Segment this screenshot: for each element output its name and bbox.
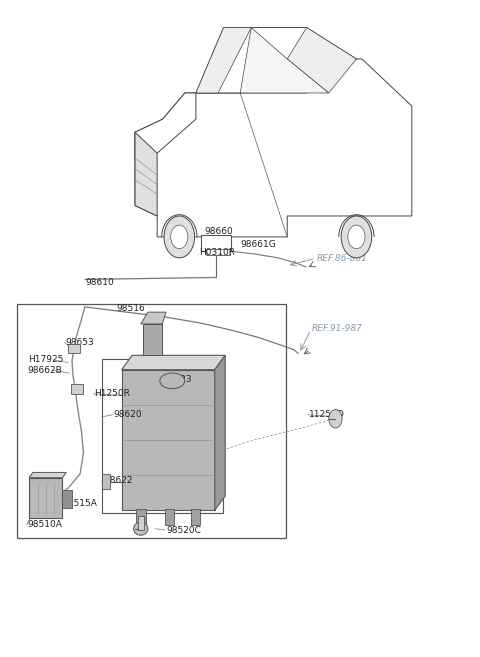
Polygon shape bbox=[215, 355, 225, 510]
Text: REF.86-861: REF.86-861 bbox=[316, 254, 367, 263]
Polygon shape bbox=[29, 478, 62, 518]
Bar bbox=[165, 509, 174, 525]
Polygon shape bbox=[135, 59, 412, 237]
Circle shape bbox=[348, 225, 365, 249]
Polygon shape bbox=[196, 28, 357, 93]
Text: 98622: 98622 bbox=[104, 476, 132, 485]
Bar bbox=[17, 304, 286, 538]
Polygon shape bbox=[135, 132, 157, 216]
Text: H17925: H17925 bbox=[28, 355, 63, 365]
Text: 98610: 98610 bbox=[85, 278, 114, 287]
Bar bbox=[102, 359, 223, 513]
Bar bbox=[62, 490, 72, 509]
Polygon shape bbox=[29, 472, 66, 478]
Text: 98660: 98660 bbox=[204, 227, 233, 236]
Text: 98653: 98653 bbox=[66, 338, 95, 348]
Text: 98623: 98623 bbox=[164, 375, 192, 384]
Polygon shape bbox=[121, 355, 225, 370]
Text: 98520C: 98520C bbox=[166, 526, 201, 535]
Text: 98620: 98620 bbox=[114, 411, 142, 419]
Text: 98516: 98516 bbox=[116, 304, 144, 313]
Bar bbox=[205, 250, 229, 255]
Text: 98510A: 98510A bbox=[28, 520, 62, 530]
Ellipse shape bbox=[133, 522, 148, 535]
Ellipse shape bbox=[160, 373, 185, 389]
Text: H1250R: H1250R bbox=[95, 390, 131, 398]
Text: 1125AD: 1125AD bbox=[309, 411, 345, 419]
Polygon shape bbox=[141, 312, 166, 324]
Circle shape bbox=[341, 216, 372, 258]
Text: REF.91-987: REF.91-987 bbox=[312, 324, 362, 333]
Circle shape bbox=[329, 409, 342, 428]
Polygon shape bbox=[196, 28, 251, 93]
Bar bbox=[71, 384, 83, 394]
Bar bbox=[138, 516, 144, 530]
Circle shape bbox=[164, 216, 194, 258]
Circle shape bbox=[171, 225, 188, 249]
Bar bbox=[136, 509, 145, 525]
Polygon shape bbox=[240, 28, 329, 93]
Bar bbox=[191, 509, 200, 525]
Text: 98515A: 98515A bbox=[62, 499, 97, 509]
Polygon shape bbox=[135, 93, 196, 158]
Text: H0310R: H0310R bbox=[199, 248, 235, 257]
Polygon shape bbox=[121, 370, 215, 510]
Polygon shape bbox=[143, 324, 162, 355]
Polygon shape bbox=[287, 28, 357, 93]
Bar bbox=[102, 474, 110, 489]
Text: 98662B: 98662B bbox=[28, 366, 62, 375]
Text: 98661G: 98661G bbox=[240, 240, 276, 249]
Bar bbox=[201, 235, 231, 251]
Bar bbox=[68, 344, 80, 353]
